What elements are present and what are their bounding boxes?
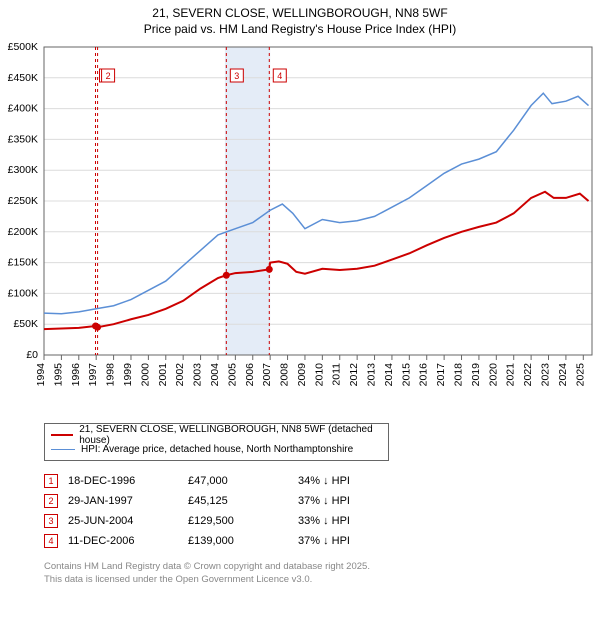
footer-line2: This data is licensed under the Open Gov…: [44, 574, 590, 586]
svg-text:£500K: £500K: [8, 41, 38, 53]
svg-text:£50K: £50K: [13, 318, 38, 330]
svg-text:4: 4: [277, 71, 282, 81]
svg-text:1994: 1994: [35, 363, 47, 387]
svg-text:£100K: £100K: [8, 288, 38, 300]
svg-text:2000: 2000: [139, 363, 151, 387]
svg-text:1999: 1999: [122, 363, 134, 387]
svg-text:2018: 2018: [453, 363, 465, 387]
svg-text:£200K: £200K: [8, 226, 38, 238]
transaction-marker: 1: [44, 474, 58, 488]
transaction-marker: 3: [44, 514, 58, 528]
svg-text:£400K: £400K: [8, 103, 38, 115]
svg-text:2001: 2001: [157, 363, 169, 387]
chart-title-line1: 21, SEVERN CLOSE, WELLINGBOROUGH, NN8 5W…: [0, 6, 600, 22]
svg-text:2012: 2012: [348, 363, 360, 387]
table-row: 3 25-JUN-2004£129,50033% ↓ HPI: [44, 511, 360, 531]
table-row: 1 18-DEC-1996£47,00034% ↓ HPI: [44, 471, 360, 491]
svg-text:2: 2: [106, 71, 111, 81]
svg-text:2007: 2007: [261, 363, 273, 387]
svg-text:2003: 2003: [192, 363, 204, 387]
transaction-price: £45,125: [188, 491, 298, 511]
transaction-date: 11-DEC-2006: [68, 531, 188, 551]
svg-text:2022: 2022: [522, 363, 534, 387]
svg-text:£350K: £350K: [8, 134, 38, 146]
transaction-price: £47,000: [188, 471, 298, 491]
legend-swatch: [51, 434, 73, 436]
legend-row: 21, SEVERN CLOSE, WELLINGBOROUGH, NN8 5W…: [51, 428, 382, 442]
svg-text:2009: 2009: [296, 363, 308, 387]
svg-text:2006: 2006: [244, 363, 256, 387]
legend-label: HPI: Average price, detached house, Nort…: [81, 444, 353, 455]
svg-text:2010: 2010: [313, 363, 325, 387]
transaction-marker: 4: [44, 534, 58, 548]
svg-text:£450K: £450K: [8, 72, 38, 84]
svg-text:2020: 2020: [487, 363, 499, 387]
svg-text:£250K: £250K: [8, 195, 38, 207]
transactions-table: 1 18-DEC-1996£47,00034% ↓ HPI 2 29-JAN-1997…: [44, 471, 360, 551]
svg-text:2004: 2004: [209, 363, 221, 387]
line-chart-svg: £0 £50K £100K £150K £200K £250K £300K £350K £400…: [0, 37, 600, 417]
svg-text:2019: 2019: [470, 363, 482, 387]
legend-row: HPI: Average price, detached house, Nort…: [51, 442, 382, 456]
transaction-price: £129,500: [188, 511, 298, 531]
table-row: 2 29-JAN-1997£45,12537% ↓ HPI: [44, 491, 360, 511]
svg-text:2023: 2023: [540, 363, 552, 387]
svg-text:2002: 2002: [174, 363, 186, 387]
svg-text:2016: 2016: [418, 363, 430, 387]
svg-text:£150K: £150K: [8, 257, 38, 269]
svg-text:2011: 2011: [331, 363, 343, 386]
svg-text:£300K: £300K: [8, 164, 38, 176]
transaction-delta: 37% ↓ HPI: [298, 531, 360, 551]
svg-text:2013: 2013: [366, 363, 378, 387]
svg-text:2024: 2024: [557, 363, 569, 387]
transaction-date: 29-JAN-1997: [68, 491, 188, 511]
svg-text:3: 3: [234, 71, 239, 81]
transaction-delta: 33% ↓ HPI: [298, 511, 360, 531]
transaction-price: £139,000: [188, 531, 298, 551]
svg-text:2017: 2017: [435, 363, 447, 387]
svg-text:2021: 2021: [505, 363, 517, 387]
svg-text:1998: 1998: [105, 363, 117, 387]
svg-text:1995: 1995: [52, 363, 64, 387]
svg-text:1997: 1997: [87, 363, 99, 387]
transaction-delta: 37% ↓ HPI: [298, 491, 360, 511]
transaction-date: 25-JUN-2004: [68, 511, 188, 531]
transaction-date: 18-DEC-1996: [68, 471, 188, 491]
transaction-marker: 2: [44, 494, 58, 508]
table-row: 4 11-DEC-2006£139,00037% ↓ HPI: [44, 531, 360, 551]
footer-line1: Contains HM Land Registry data © Crown c…: [44, 561, 590, 573]
chart-area: £0 £50K £100K £150K £200K £250K £300K £350K £400…: [0, 37, 600, 417]
svg-text:1996: 1996: [70, 363, 82, 387]
svg-text:2015: 2015: [400, 363, 412, 387]
legend-swatch: [51, 449, 75, 450]
svg-text:2005: 2005: [226, 363, 238, 387]
transaction-delta: 34% ↓ HPI: [298, 471, 360, 491]
chart-title-line2: Price paid vs. HM Land Registry's House …: [0, 22, 600, 38]
svg-text:2014: 2014: [383, 363, 395, 387]
footer-attribution: Contains HM Land Registry data © Crown c…: [44, 561, 590, 586]
svg-text:2008: 2008: [279, 363, 291, 387]
svg-text:£0: £0: [26, 349, 38, 361]
legend: 21, SEVERN CLOSE, WELLINGBOROUGH, NN8 5W…: [44, 423, 389, 461]
svg-text:2025: 2025: [574, 363, 586, 387]
